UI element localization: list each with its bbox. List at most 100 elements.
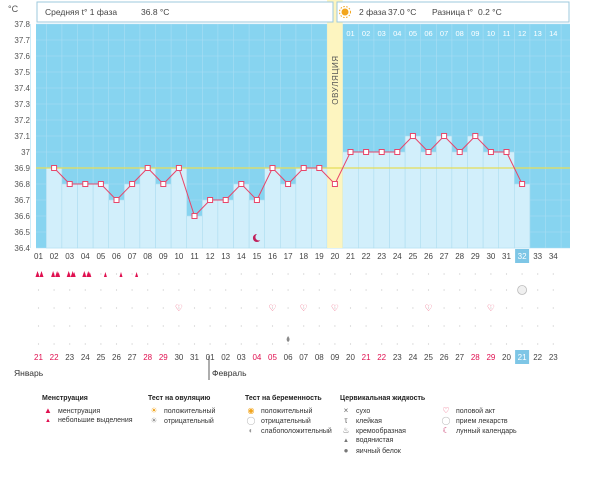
grid-dot bbox=[193, 307, 196, 309]
temperature-bar bbox=[514, 183, 531, 249]
grid-dot bbox=[490, 325, 492, 327]
grid-dot bbox=[381, 273, 383, 275]
date-label: 25 bbox=[96, 353, 105, 362]
grid-dot bbox=[69, 325, 71, 327]
grid-dot bbox=[412, 289, 414, 291]
grid-dot bbox=[240, 343, 242, 345]
grid-dot bbox=[303, 343, 305, 345]
grid-dot bbox=[131, 307, 133, 309]
temperature-point bbox=[409, 133, 416, 139]
phase2-day-label: 10 bbox=[487, 29, 495, 38]
day-label: 11 bbox=[190, 252, 199, 261]
temperature-point bbox=[316, 165, 323, 171]
month-january: Январь bbox=[14, 368, 44, 378]
dry-icon: × bbox=[343, 406, 349, 415]
grid-dot bbox=[256, 343, 258, 345]
temperature-bar bbox=[139, 167, 156, 249]
spotting-icon bbox=[57, 272, 61, 277]
legend-item: ▲ менструация bbox=[42, 406, 133, 416]
y-unit-label: °C bbox=[8, 4, 19, 14]
grid-dot bbox=[396, 343, 398, 345]
temperature-bar bbox=[404, 135, 421, 249]
temperature-point bbox=[441, 133, 448, 139]
phase2-day-labels: 01 02 03 04 05 06 07 08 09 10 11 12 13 14 bbox=[346, 29, 557, 38]
grid-dot bbox=[100, 343, 102, 345]
temperature-point bbox=[519, 181, 526, 187]
menstruation-icon bbox=[35, 271, 40, 277]
grid-dot bbox=[53, 307, 55, 309]
grid-dot bbox=[115, 307, 118, 309]
grid-dot bbox=[271, 343, 274, 345]
legend-title: Цервикальная жидкость bbox=[340, 395, 426, 402]
grid-dot bbox=[193, 273, 196, 275]
grid-dot bbox=[443, 307, 445, 309]
y-tick-label: 36.6 bbox=[14, 212, 30, 221]
temperature-bar bbox=[311, 167, 328, 249]
phase2-day-label: 13 bbox=[534, 29, 542, 38]
grid-dot bbox=[505, 325, 508, 327]
grid-dot bbox=[193, 289, 196, 291]
grid-dot bbox=[537, 273, 539, 275]
phase2-value: 37.0 °C bbox=[388, 7, 416, 17]
menstruation-icon bbox=[39, 271, 44, 277]
heart-icon: ♡ bbox=[268, 303, 276, 313]
legend-menstruation: Менструация ▲ менструация ▲ небольшие выде… bbox=[42, 395, 133, 426]
heart-icon: ♡ bbox=[424, 303, 432, 313]
temperature-bar bbox=[451, 151, 468, 249]
grid-dot bbox=[537, 289, 539, 291]
grid-dot bbox=[521, 273, 523, 275]
grid-dot bbox=[178, 325, 180, 327]
temperature-points bbox=[51, 133, 526, 219]
date-label: 29 bbox=[159, 353, 168, 362]
grid-dot bbox=[100, 289, 102, 291]
grid-dot bbox=[412, 307, 414, 309]
date-label: 27 bbox=[455, 353, 464, 362]
temperature-point bbox=[129, 181, 136, 187]
phase2-day-label: 03 bbox=[378, 29, 386, 38]
grid-dot bbox=[552, 343, 554, 345]
day-label: 29 bbox=[471, 252, 480, 261]
heart-icon: ♡ bbox=[487, 303, 495, 313]
pill-icon: ◯ bbox=[441, 416, 451, 425]
grid-dot bbox=[287, 325, 289, 327]
grid-dot bbox=[505, 289, 508, 291]
watery-icon: ▲ bbox=[343, 438, 349, 444]
phase2-day-label: 12 bbox=[518, 29, 526, 38]
grid-dot bbox=[225, 289, 227, 291]
temperature-point bbox=[175, 165, 182, 171]
grid-dot bbox=[427, 343, 430, 345]
grid-dot bbox=[396, 325, 398, 327]
grid-dot bbox=[459, 343, 461, 345]
day-label: 23 bbox=[377, 252, 386, 261]
spotting-icon bbox=[88, 272, 92, 277]
grid-dot bbox=[178, 307, 180, 309]
sun-positive-icon: ☀ bbox=[150, 406, 158, 415]
date-label: 02 bbox=[221, 353, 230, 362]
temperature-bar bbox=[498, 151, 515, 249]
grid-dot bbox=[396, 289, 398, 291]
y-tick-label: 37.1 bbox=[14, 132, 30, 141]
drop-icon: ▲ bbox=[45, 418, 51, 424]
day-label: 28 bbox=[455, 252, 464, 261]
grid-dot bbox=[427, 289, 430, 291]
grid-dot bbox=[365, 273, 367, 275]
legend-item: × сухо bbox=[340, 406, 425, 416]
date-label: 26 bbox=[440, 353, 449, 362]
legend-item: ♡ половой акт bbox=[440, 406, 517, 416]
grid-dot bbox=[381, 343, 383, 345]
grid-dot bbox=[271, 289, 274, 291]
grid-dot bbox=[84, 343, 86, 345]
phase2-box bbox=[336, 1, 570, 23]
grid-dot bbox=[100, 273, 102, 275]
grid-dot bbox=[334, 289, 336, 291]
grid-dot bbox=[318, 307, 320, 309]
date-label: 20 bbox=[502, 353, 511, 362]
grid-dot bbox=[256, 289, 258, 291]
day-label: 03 bbox=[65, 252, 74, 261]
grid-dot bbox=[459, 325, 461, 327]
temperature-bar bbox=[467, 135, 484, 249]
x-axis-day-labels: 01 02 03 04 05 06 07 08 09 10 11 12 13 14 15 16 17 18 19 20… bbox=[34, 249, 558, 263]
grid-dot bbox=[178, 289, 180, 291]
day-label: 16 bbox=[268, 252, 277, 261]
grid-dot bbox=[490, 289, 492, 291]
